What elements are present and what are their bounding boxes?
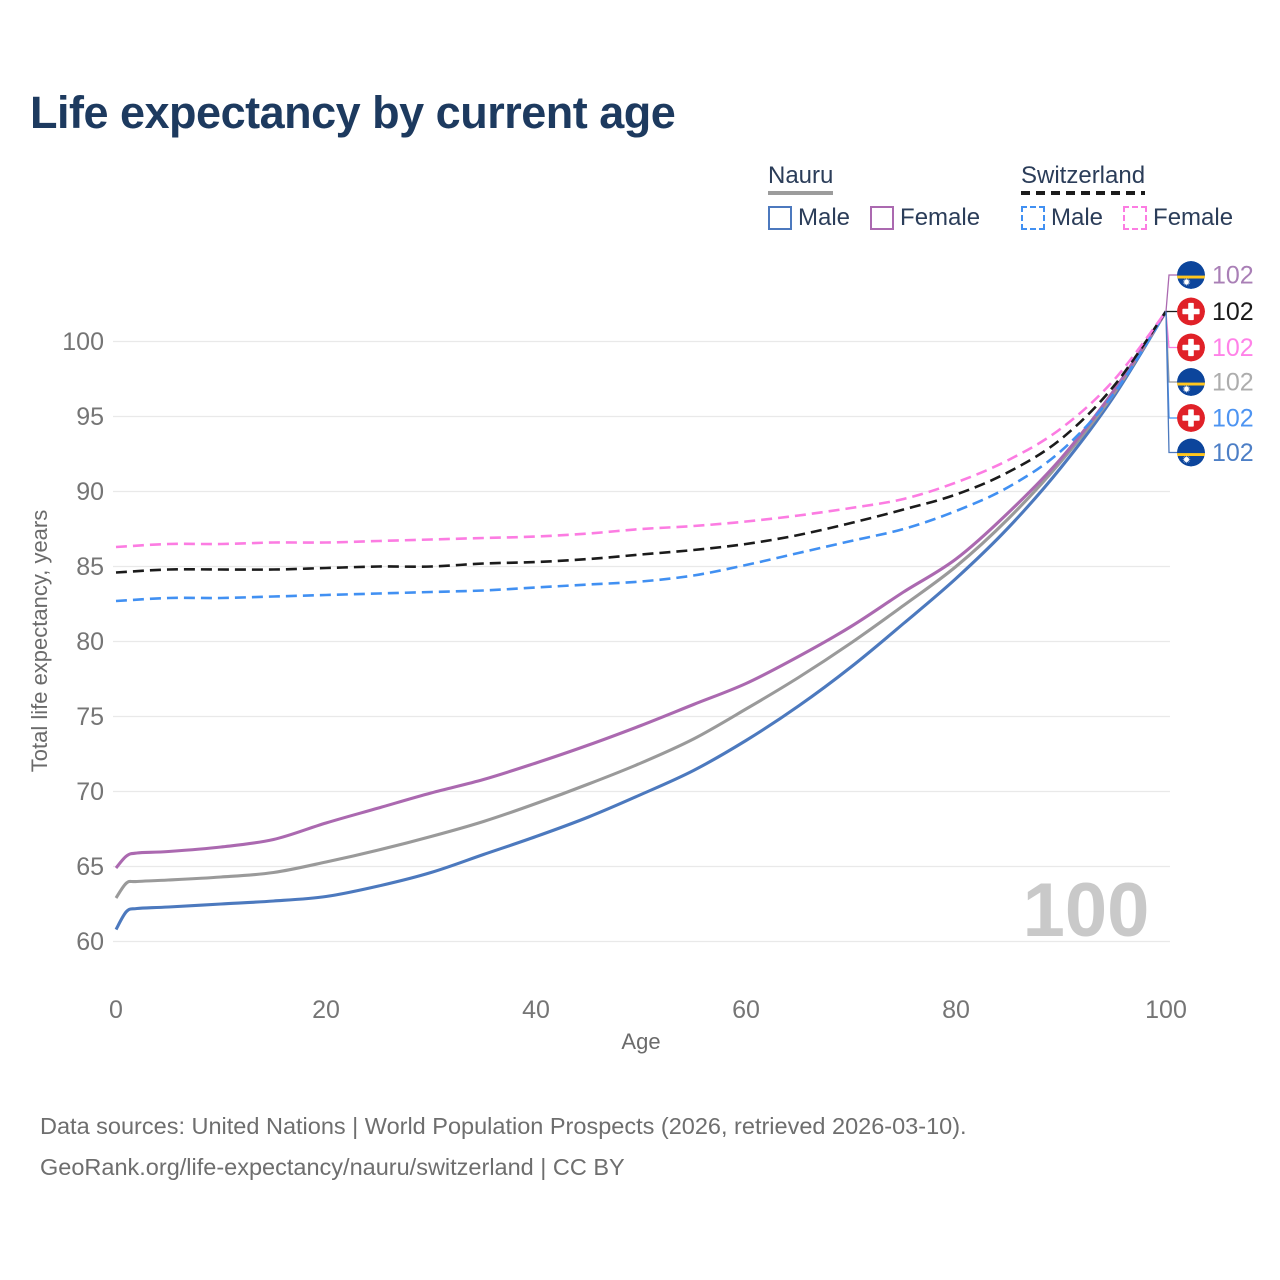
switzerland-male-swatch-icon — [1021, 205, 1045, 230]
end-value-label: 102 — [1212, 334, 1254, 362]
x-axis-title: Age — [621, 1029, 660, 1054]
legend-title-nauru: Nauru — [768, 162, 834, 189]
legend-label: Male — [1051, 203, 1104, 231]
switzerland-flag-icon — [1177, 333, 1205, 362]
x-tick-label: 80 — [942, 996, 970, 1024]
legend-title-switzerland: Switzerland — [1021, 162, 1146, 189]
legend-group-title-nauru: Nauru — [768, 162, 834, 195]
x-tick-label: 60 — [732, 996, 760, 1024]
y-tick-label: 75 — [76, 703, 104, 731]
data-sources-line: Data sources: United Nations | World Pop… — [40, 1113, 967, 1139]
y-tick-label: 65 — [76, 853, 104, 881]
y-tick-label: 80 — [76, 628, 104, 656]
legend-item-switzerland-male[interactable]: Male — [1021, 204, 1103, 232]
legend-group-title-switzerland: Switzerland — [1021, 162, 1146, 195]
legend-item-switzerland-female[interactable]: Female — [1123, 204, 1233, 232]
leader-line — [1165, 311, 1177, 454]
switzerland-flag-icon — [1177, 404, 1205, 432]
end-value-label: 102 — [1212, 405, 1254, 433]
swiss-female-line[interactable] — [115, 310, 1168, 549]
switzerland-total-line-swatch — [1021, 191, 1146, 195]
y-axis-title: Total life expectancy, years — [27, 510, 52, 773]
y-tick-label: 95 — [76, 403, 104, 431]
nauru-female-line[interactable] — [114, 310, 1168, 870]
swiss-total-line[interactable] — [115, 310, 1168, 574]
legend-item-nauru-female[interactable]: Female — [870, 204, 980, 232]
y-tick-label: 90 — [76, 478, 104, 506]
legend-label: Female — [1153, 203, 1234, 231]
x-tick-label: 20 — [312, 996, 340, 1024]
nauru-total-line-swatch — [768, 191, 834, 195]
end-value-label: 102 — [1212, 262, 1254, 290]
legend-group-nauru: Nauru Male Female — [768, 163, 980, 232]
legend-label: Male — [798, 203, 851, 231]
y-tick-label: 100 — [62, 328, 104, 356]
legend-item-nauru-male[interactable]: Male — [768, 204, 850, 232]
x-tick-label: 0 — [109, 996, 123, 1024]
swiss-male-line[interactable] — [115, 310, 1168, 603]
nauru-flag-icon — [1177, 438, 1205, 467]
switzerland-female-swatch-icon — [1123, 205, 1148, 230]
nauru-flag-icon — [1177, 261, 1205, 289]
x-tick-label: 100 — [1145, 996, 1187, 1024]
leader-line — [1165, 274, 1177, 312]
x-tick-label: 40 — [522, 996, 550, 1024]
y-tick-label: 85 — [76, 553, 104, 581]
chart-footer: Data sources: United Nations | World Pop… — [40, 1106, 967, 1188]
end-value-label: 102 — [1212, 369, 1254, 397]
end-value-label: 102 — [1212, 298, 1254, 326]
nauru-male-swatch-icon — [768, 205, 792, 230]
hover-age-watermark: 100 — [1023, 868, 1150, 953]
end-value-label: 102 — [1212, 439, 1254, 467]
legend-group-switzerland: Switzerland Male Female — [1021, 163, 1233, 232]
nauru-flag-icon — [1177, 368, 1205, 396]
y-tick-label: 60 — [76, 928, 104, 956]
attribution-line: GeoRank.org/life-expectancy/nauru/switze… — [40, 1154, 625, 1180]
page-title: Life expectancy by current age — [30, 87, 676, 138]
legend-label: Female — [900, 203, 981, 231]
nauru-male-line[interactable] — [114, 310, 1168, 931]
switzerland-flag-icon — [1177, 297, 1205, 326]
nauru-total-line[interactable] — [114, 310, 1168, 899]
y-tick-label: 70 — [76, 778, 104, 806]
nauru-female-swatch-icon — [870, 205, 895, 230]
